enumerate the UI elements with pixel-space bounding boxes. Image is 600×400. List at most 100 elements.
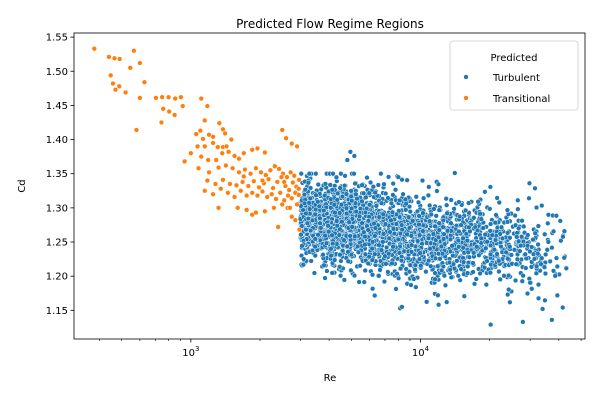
data-point-turbulent bbox=[413, 194, 419, 200]
data-point-turbulent bbox=[378, 247, 385, 253]
legend-label-turbulent: Turbulent bbox=[492, 73, 540, 84]
data-point-turbulent bbox=[524, 243, 531, 249]
data-point-turbulent bbox=[491, 246, 497, 253]
data-point-turbulent bbox=[430, 231, 437, 237]
data-point-turbulent bbox=[496, 199, 502, 206]
data-point-transitional bbox=[153, 95, 159, 101]
data-point-turbulent bbox=[524, 290, 531, 297]
data-point-turbulent bbox=[347, 149, 354, 155]
data-point-turbulent bbox=[349, 224, 355, 230]
legend-box bbox=[449, 40, 579, 111]
data-point-turbulent bbox=[403, 201, 409, 207]
data-point-transitional bbox=[225, 149, 232, 155]
data-point-turbulent bbox=[359, 198, 365, 204]
data-point-turbulent bbox=[507, 235, 513, 241]
data-point-turbulent bbox=[337, 264, 343, 270]
data-point-transitional bbox=[223, 162, 229, 169]
data-point-turbulent bbox=[527, 280, 533, 286]
data-point-turbulent bbox=[397, 230, 404, 237]
data-point-turbulent bbox=[404, 177, 410, 183]
data-point-turbulent bbox=[554, 263, 560, 270]
data-point-transitional bbox=[253, 165, 259, 171]
data-point-transitional bbox=[210, 140, 216, 146]
data-point-turbulent bbox=[351, 272, 358, 279]
data-point-turbulent bbox=[532, 230, 538, 236]
data-point-turbulent bbox=[425, 192, 432, 199]
data-point-turbulent bbox=[553, 213, 559, 219]
data-point-transitional bbox=[241, 150, 247, 156]
data-point-transitional bbox=[171, 112, 178, 118]
data-point-turbulent bbox=[508, 252, 515, 258]
data-point-turbulent bbox=[372, 233, 378, 239]
data-point-turbulent bbox=[528, 264, 535, 270]
data-point-turbulent bbox=[386, 235, 392, 242]
data-point-turbulent bbox=[427, 246, 433, 252]
data-point-turbulent bbox=[313, 192, 319, 198]
data-point-turbulent bbox=[366, 253, 372, 260]
data-point-turbulent bbox=[447, 248, 454, 255]
data-point-transitional bbox=[188, 150, 194, 156]
data-point-transitional bbox=[259, 188, 266, 195]
data-point-turbulent bbox=[545, 220, 551, 227]
data-point-turbulent bbox=[337, 226, 343, 232]
data-point-turbulent bbox=[388, 200, 395, 206]
data-point-transitional bbox=[215, 205, 222, 211]
data-point-turbulent bbox=[390, 244, 396, 250]
data-point-turbulent bbox=[298, 171, 304, 177]
data-point-turbulent bbox=[399, 304, 405, 310]
data-point-turbulent bbox=[306, 171, 312, 177]
data-point-turbulent bbox=[532, 185, 538, 191]
data-point-turbulent bbox=[498, 243, 504, 250]
data-point-turbulent bbox=[444, 228, 451, 234]
data-point-turbulent bbox=[328, 205, 334, 211]
data-point-turbulent bbox=[366, 190, 372, 196]
legend-marker-transitional bbox=[463, 95, 469, 101]
data-point-transitional bbox=[284, 174, 290, 180]
data-point-turbulent bbox=[385, 174, 392, 180]
data-point-transitional bbox=[296, 177, 302, 183]
data-point-turbulent bbox=[561, 255, 567, 261]
data-point-turbulent bbox=[484, 258, 490, 264]
data-point-transitional bbox=[254, 145, 261, 152]
data-point-transitional bbox=[194, 143, 201, 150]
y-axis: 1.15 1.20 1.25 1.30 1.35 1.40 1.45 1.50 1.55 bbox=[46, 33, 74, 317]
data-point-turbulent bbox=[312, 211, 318, 218]
data-point-turbulent bbox=[504, 207, 511, 213]
data-point-turbulent bbox=[403, 207, 409, 213]
data-point-transitional bbox=[202, 117, 208, 124]
data-point-transitional bbox=[245, 183, 252, 189]
data-point-turbulent bbox=[333, 174, 340, 180]
data-point-turbulent bbox=[496, 258, 502, 264]
data-point-turbulent bbox=[434, 188, 440, 194]
data-point-turbulent bbox=[386, 251, 392, 257]
data-point-turbulent bbox=[380, 239, 386, 245]
data-point-turbulent bbox=[456, 244, 462, 250]
data-point-turbulent bbox=[442, 282, 449, 289]
y-tick-label: 1.35 bbox=[46, 169, 68, 180]
data-point-turbulent bbox=[456, 199, 462, 205]
data-point-turbulent bbox=[478, 235, 484, 242]
data-point-turbulent bbox=[355, 249, 362, 255]
data-point-turbulent bbox=[412, 267, 418, 273]
data-point-transitional bbox=[242, 166, 248, 173]
y-tick-label: 1.15 bbox=[46, 306, 68, 317]
data-point-transitional bbox=[200, 136, 206, 142]
data-point-turbulent bbox=[529, 286, 535, 292]
data-point-turbulent bbox=[518, 242, 524, 249]
data-point-turbulent bbox=[348, 193, 354, 200]
data-point-turbulent bbox=[513, 261, 519, 267]
data-point-turbulent bbox=[376, 214, 382, 220]
data-point-turbulent bbox=[435, 302, 442, 308]
data-point-turbulent bbox=[514, 234, 520, 240]
data-point-turbulent bbox=[377, 267, 383, 273]
data-point-transitional bbox=[91, 46, 97, 52]
data-point-turbulent bbox=[372, 292, 378, 299]
data-point-turbulent bbox=[420, 210, 426, 216]
data-point-turbulent bbox=[345, 249, 351, 255]
data-point-turbulent bbox=[317, 215, 323, 221]
data-point-transitional bbox=[273, 196, 279, 202]
data-point-turbulent bbox=[458, 222, 464, 228]
data-point-turbulent bbox=[461, 259, 467, 265]
data-point-transitional bbox=[270, 185, 276, 191]
data-point-turbulent bbox=[466, 254, 473, 260]
